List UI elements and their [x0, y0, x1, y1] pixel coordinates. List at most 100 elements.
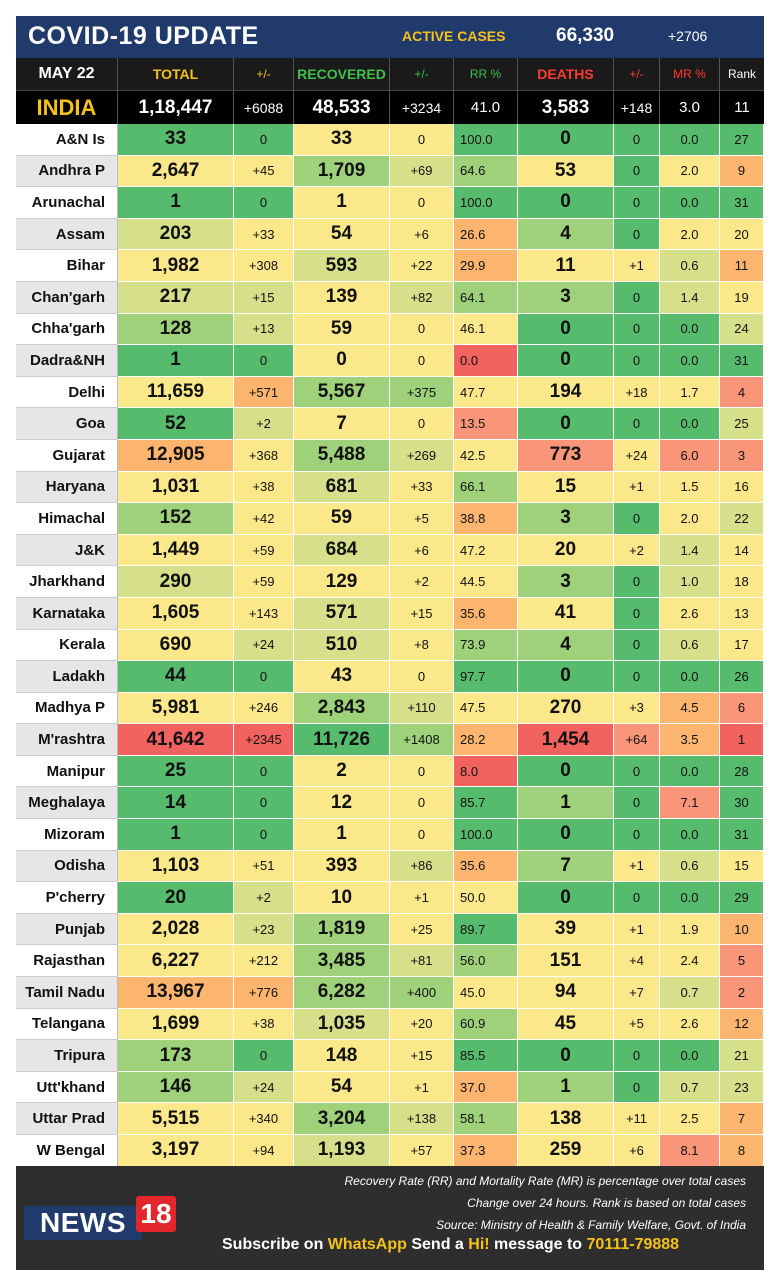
deaths-change-cell: +1	[614, 850, 660, 883]
total-change-cell: +24	[234, 629, 294, 662]
recovered-cell: 1,193	[294, 1135, 390, 1167]
deaths-change-cell: 0	[614, 155, 660, 188]
rank-cell: 31	[720, 345, 764, 377]
rank-cell: 5	[720, 945, 764, 978]
recovered-change-cell: +5	[390, 503, 454, 535]
rr-cell: 37.3	[454, 1135, 518, 1167]
total-cell: 217	[118, 281, 234, 314]
mr-cell: 6.0	[660, 439, 720, 472]
deaths-cell: 0	[518, 819, 614, 851]
recovered-change-cell: 0	[390, 755, 454, 788]
total-cell: 1,982	[118, 250, 234, 282]
recovered-change-cell: +1	[390, 1071, 454, 1104]
total-change-cell: +38	[234, 471, 294, 504]
total-change-cell: +571	[234, 376, 294, 409]
state-name: Delhi	[16, 376, 118, 409]
rr-cell: 46.1	[454, 313, 518, 346]
subscribe-msg: message to	[489, 1236, 587, 1253]
recovered-cell: 139	[294, 281, 390, 314]
recovered-change-cell: +1408	[390, 724, 454, 756]
state-name: Himachal	[16, 503, 118, 535]
table-row: Odisha 1,103 +51 393 +86 35.6 7 +1 0.6 15	[16, 850, 764, 883]
mr-cell: 2.0	[660, 155, 720, 188]
total-change-cell: +23	[234, 913, 294, 946]
table-row: W Bengal 3,197 +94 1,193 +57 37.3 259 +6 8.1 8	[16, 1135, 764, 1167]
total-cell: 3,197	[118, 1135, 234, 1167]
mr-cell: 4.5	[660, 692, 720, 725]
total-header: TOTAL	[118, 58, 234, 90]
rr-cell: 64.6	[454, 155, 518, 188]
table-row: Gujarat 12,905 +368 5,488 +269 42.5 773 +24 6.0 3	[16, 439, 764, 472]
recovered-cell: 681	[294, 471, 390, 504]
rank-cell: 17	[720, 629, 764, 662]
table-row: Himachal 152 +42 59 +5 38.8 3 0 2.0 22	[16, 503, 764, 535]
recovered-change-cell: +110	[390, 692, 454, 725]
table-row: P'cherry 20 +2 10 +1 50.0 0 0 0.0 29	[16, 882, 764, 914]
recovered-cell: 43	[294, 661, 390, 693]
table-row: Uttar Prad 5,515 +340 3,204 +138 58.1 138 +11 2.…	[16, 1103, 764, 1135]
mr-cell: 0.0	[660, 1040, 720, 1072]
rank-cell: 23	[720, 1071, 764, 1104]
deaths-change-cell: +3	[614, 692, 660, 725]
subscribe-line: Subscribe on WhatsApp Send a Hi! message…	[222, 1236, 679, 1254]
recovered-change-cell: +269	[390, 439, 454, 472]
recovered-change-cell: +33	[390, 471, 454, 504]
subscribe-mid: Send a	[406, 1236, 469, 1253]
table-row: Punjab 2,028 +23 1,819 +25 89.7 39 +1 1.9 10	[16, 913, 764, 946]
total-change-cell: +143	[234, 597, 294, 630]
recovered-cell: 11,726	[294, 724, 390, 756]
rank-cell: 9	[720, 155, 764, 188]
active-cases-change: +2706	[668, 28, 708, 44]
rr-cell: 29.9	[454, 250, 518, 282]
total-change-cell: +2	[234, 882, 294, 914]
rr-cell: 56.0	[454, 945, 518, 978]
deaths-change-cell: 0	[614, 345, 660, 377]
total-change-cell: +24	[234, 1071, 294, 1104]
state-name: Rajasthan	[16, 945, 118, 978]
table-row: Bihar 1,982 +308 593 +22 29.9 11 +1 0.6 11	[16, 250, 764, 282]
recovered-change-header: +/-	[390, 58, 454, 90]
rank-cell: 18	[720, 566, 764, 598]
total-change-cell: 0	[234, 661, 294, 693]
rank-cell: 8	[720, 1135, 764, 1167]
total-cell: 5,515	[118, 1103, 234, 1135]
rank-cell: 2	[720, 977, 764, 1009]
rr-cell: 37.0	[454, 1071, 518, 1104]
mr-cell: 0.0	[660, 408, 720, 440]
state-name: Tamil Nadu	[16, 977, 118, 1009]
state-name: Madhya P	[16, 692, 118, 725]
rr-cell: 100.0	[454, 187, 518, 219]
total-change-cell: +212	[234, 945, 294, 978]
recovered-cell: 2,843	[294, 692, 390, 725]
deaths-change-cell: 0	[614, 1040, 660, 1072]
state-name: Kerala	[16, 629, 118, 662]
mr-cell: 2.0	[660, 503, 720, 535]
footer-note-source: Source: Ministry of Health & Family Welf…	[436, 1218, 746, 1232]
total-change-cell: +308	[234, 250, 294, 282]
rank-cell: 10	[720, 913, 764, 946]
state-name: Andhra P	[16, 155, 118, 188]
total-cell: 5,981	[118, 692, 234, 725]
recovered-cell: 571	[294, 597, 390, 630]
state-name: Utt'khand	[16, 1071, 118, 1104]
rr-cell: 58.1	[454, 1103, 518, 1135]
total-change-cell: +38	[234, 1008, 294, 1041]
rank-cell: 26	[720, 661, 764, 693]
deaths-cell: 1	[518, 1071, 614, 1104]
total-cell: 44	[118, 661, 234, 693]
table-row: Dadra&NH 1 0 0 0 0.0 0 0 0.0 31	[16, 345, 764, 377]
mr-cell: 0.0	[660, 124, 720, 156]
recovered-change-cell: +15	[390, 597, 454, 630]
deaths-header: DEATHS	[518, 58, 614, 90]
state-name: W Bengal	[16, 1135, 118, 1167]
subscribe-whatsapp: WhatsApp	[327, 1236, 407, 1253]
mr-cell: 0.0	[660, 187, 720, 219]
deaths-cell: 39	[518, 913, 614, 946]
mr-cell: 1.4	[660, 281, 720, 314]
recovered-change-cell: +138	[390, 1103, 454, 1135]
total-change-cell: +13	[234, 313, 294, 346]
rr-cell: 47.2	[454, 534, 518, 567]
deaths-change-cell: 0	[614, 566, 660, 598]
total-change-cell: +51	[234, 850, 294, 883]
deaths-change-cell: 0	[614, 1071, 660, 1104]
